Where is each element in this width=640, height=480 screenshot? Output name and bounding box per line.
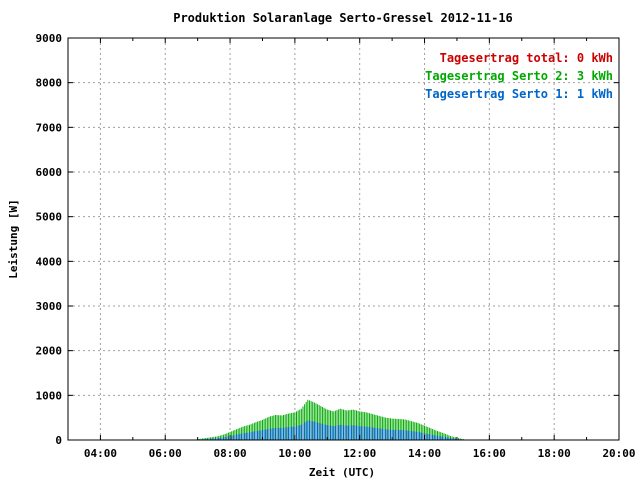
bars xyxy=(197,399,464,440)
x-tick-label: 20:00 xyxy=(602,447,635,460)
x-tick-label: 18:00 xyxy=(538,447,571,460)
x-tick-label: 06:00 xyxy=(149,447,182,460)
x-tick-label: 10:00 xyxy=(278,447,311,460)
y-tick-label: 3000 xyxy=(36,300,63,313)
legend: Tagesertrag total: 0 kWh Tagesertrag Sert… xyxy=(425,51,613,101)
y-tick-label: 7000 xyxy=(36,121,63,134)
x-ticks: 04:00 06:00 08:00 10:00 12:00 14:00 16:00 18:00… xyxy=(67,38,636,460)
plot-frame xyxy=(67,37,620,441)
y-tick-label: 9000 xyxy=(36,32,63,45)
grid xyxy=(68,38,619,440)
chart-title: Produktion Solaranlage Serto-Gressel 201… xyxy=(173,11,513,25)
y-tick-label: 4000 xyxy=(36,255,63,268)
legend-entry: Tagesertrag total: 0 kWh xyxy=(440,51,613,65)
x-tick-label: 16:00 xyxy=(473,447,506,460)
x-tick-label: 04:00 xyxy=(84,447,117,460)
y-tick-label: 6000 xyxy=(36,166,63,179)
y-ticks: 0 1000 2000 3000 4000 5000 6000 7000 8000 9000 xyxy=(36,32,619,447)
x-tick-label: 14:00 xyxy=(408,447,441,460)
y-tick-label: 0 xyxy=(55,434,62,447)
x-tick-label: 12:00 xyxy=(343,447,376,460)
y-tick-label: 5000 xyxy=(36,211,63,224)
y-tick-label: 8000 xyxy=(36,77,63,90)
y-tick-label: 2000 xyxy=(36,345,63,358)
y-tick-label: 1000 xyxy=(36,389,63,402)
y-axis-label: Leistung [W] xyxy=(7,199,20,278)
legend-entry: Tagesertrag Serto 1: 1 kWh xyxy=(425,87,613,101)
x-axis-label: Zeit (UTC) xyxy=(309,466,375,479)
legend-entry: Tagesertrag Serto 2: 3 kWh xyxy=(425,69,613,83)
x-tick-label: 08:00 xyxy=(213,447,246,460)
